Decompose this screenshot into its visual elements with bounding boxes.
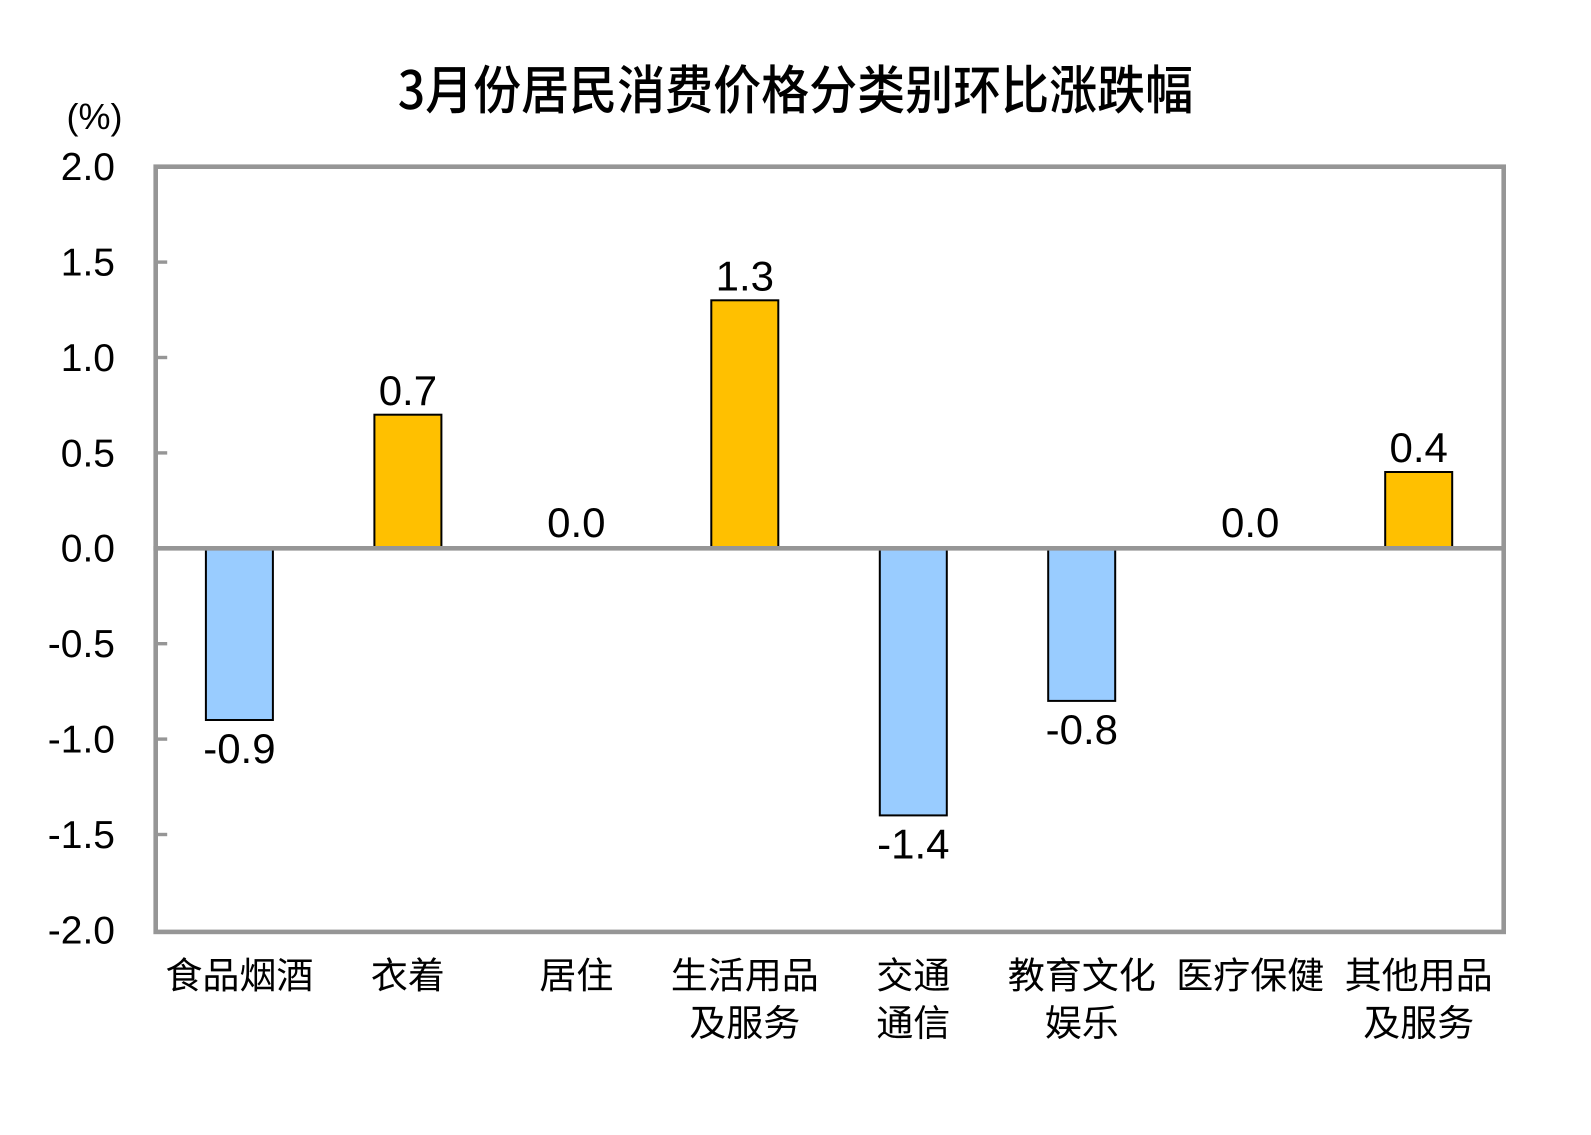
svg-text:0.5: 0.5 bbox=[61, 432, 115, 475]
svg-text:1.5: 1.5 bbox=[61, 242, 115, 285]
svg-text:0.7: 0.7 bbox=[379, 367, 437, 414]
svg-text:-0.8: -0.8 bbox=[1046, 706, 1118, 753]
svg-text:2.0: 2.0 bbox=[61, 146, 115, 189]
svg-text:1.3: 1.3 bbox=[716, 253, 774, 300]
svg-text:0.4: 0.4 bbox=[1390, 424, 1448, 471]
svg-text:1.0: 1.0 bbox=[61, 337, 115, 380]
svg-text:-1.5: -1.5 bbox=[48, 814, 115, 857]
svg-text:-1.0: -1.0 bbox=[48, 719, 115, 762]
svg-text:0.0: 0.0 bbox=[1221, 499, 1279, 546]
svg-text:-0.9: -0.9 bbox=[203, 725, 275, 772]
svg-text:-0.5: -0.5 bbox=[48, 623, 115, 666]
svg-text:0.0: 0.0 bbox=[61, 528, 115, 571]
svg-text:-1.4: -1.4 bbox=[877, 820, 949, 867]
svg-text:(%): (%) bbox=[67, 96, 123, 137]
svg-text:0.0: 0.0 bbox=[547, 499, 605, 546]
svg-text:-2.0: -2.0 bbox=[48, 909, 115, 952]
